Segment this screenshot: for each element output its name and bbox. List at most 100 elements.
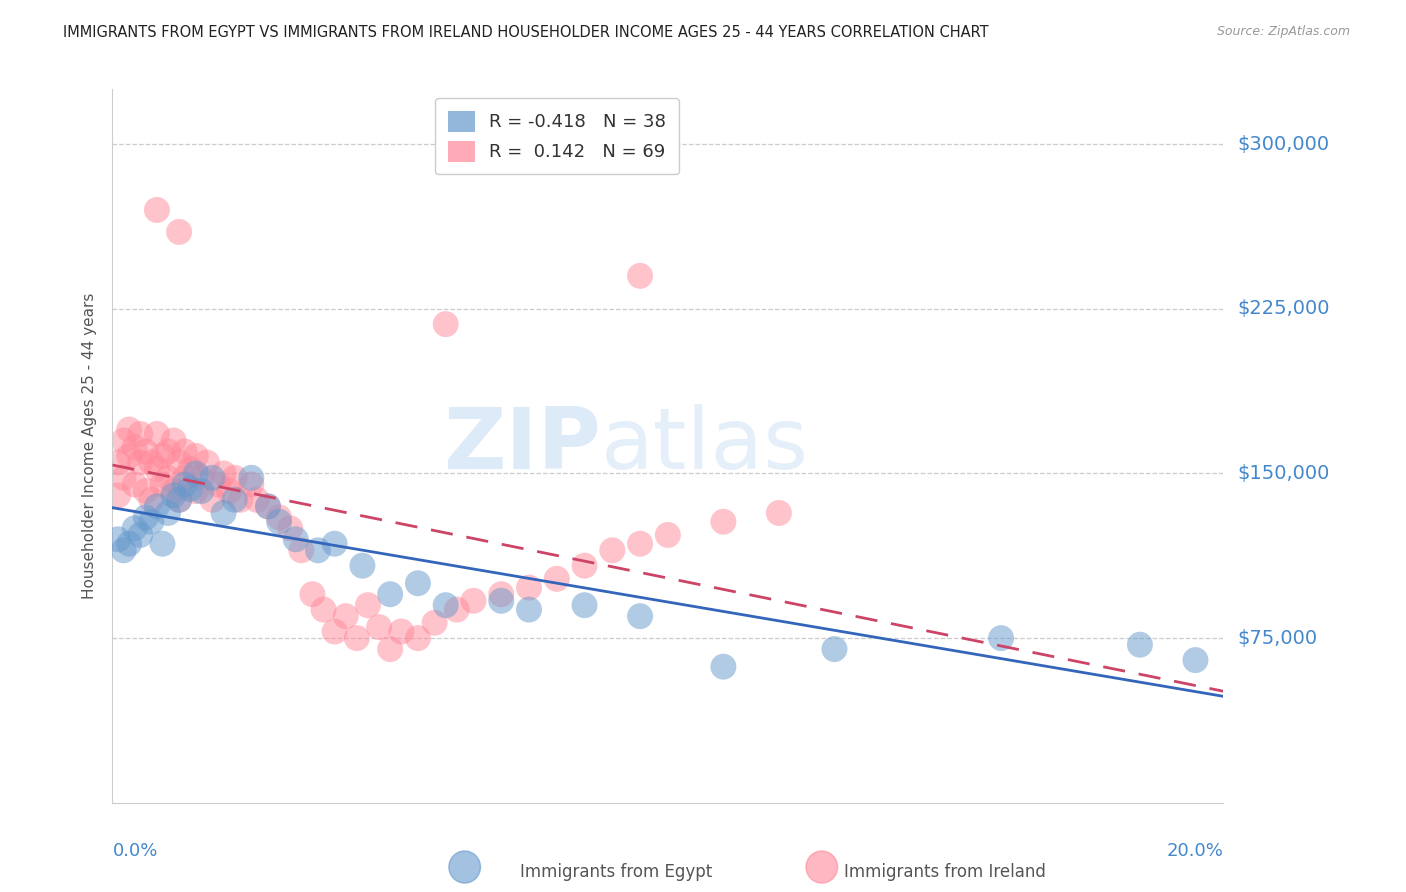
- Point: [352, 558, 374, 573]
- Point: [173, 477, 195, 491]
- Point: [323, 624, 346, 639]
- Point: [284, 533, 307, 547]
- Point: [491, 594, 513, 608]
- Point: [290, 543, 312, 558]
- Point: [129, 455, 152, 469]
- Point: [107, 455, 129, 469]
- Point: [517, 602, 540, 616]
- Point: [380, 587, 402, 601]
- Point: [346, 631, 368, 645]
- Point: [389, 624, 412, 639]
- Point: [628, 609, 651, 624]
- Circle shape: [806, 851, 838, 883]
- Point: [152, 449, 174, 463]
- Point: [167, 455, 190, 469]
- Point: [768, 506, 790, 520]
- Point: [146, 426, 169, 441]
- Text: $225,000: $225,000: [1237, 300, 1330, 318]
- Point: [628, 268, 651, 283]
- Point: [278, 521, 301, 535]
- Point: [141, 492, 163, 507]
- Point: [157, 471, 180, 485]
- Text: Immigrants from Egypt: Immigrants from Egypt: [520, 863, 713, 881]
- Point: [179, 462, 201, 476]
- Point: [240, 477, 263, 491]
- Y-axis label: Householder Income Ages 25 - 44 years: Householder Income Ages 25 - 44 years: [82, 293, 97, 599]
- Point: [1129, 638, 1152, 652]
- Point: [335, 609, 357, 624]
- Point: [146, 500, 169, 514]
- Point: [118, 537, 141, 551]
- Point: [824, 642, 846, 657]
- Point: [406, 631, 429, 645]
- Point: [167, 492, 190, 507]
- Point: [602, 543, 624, 558]
- Point: [141, 515, 163, 529]
- Point: [152, 477, 174, 491]
- Point: [112, 471, 135, 485]
- Point: [267, 515, 291, 529]
- Point: [152, 537, 174, 551]
- Point: [107, 488, 129, 502]
- Text: ZIP: ZIP: [443, 404, 602, 488]
- Point: [713, 659, 735, 673]
- Point: [257, 500, 280, 514]
- Point: [124, 477, 146, 491]
- Point: [146, 462, 169, 476]
- Point: [207, 477, 229, 491]
- Point: [323, 537, 346, 551]
- Point: [434, 598, 457, 612]
- Circle shape: [449, 851, 481, 883]
- Text: $300,000: $300,000: [1237, 135, 1329, 153]
- Point: [423, 615, 446, 630]
- Point: [118, 423, 141, 437]
- Point: [141, 455, 163, 469]
- Point: [162, 483, 184, 498]
- Point: [368, 620, 391, 634]
- Point: [124, 521, 146, 535]
- Point: [657, 528, 679, 542]
- Point: [301, 587, 323, 601]
- Point: [184, 467, 207, 481]
- Point: [491, 587, 513, 601]
- Point: [713, 515, 735, 529]
- Point: [124, 440, 146, 454]
- Point: [229, 492, 252, 507]
- Point: [107, 533, 129, 547]
- Point: [574, 558, 596, 573]
- Point: [307, 543, 329, 558]
- Point: [135, 444, 157, 458]
- Point: [129, 426, 152, 441]
- Point: [1184, 653, 1206, 667]
- Point: [990, 631, 1012, 645]
- Point: [212, 506, 235, 520]
- Point: [574, 598, 596, 612]
- Point: [246, 492, 269, 507]
- Point: [201, 471, 224, 485]
- Point: [129, 528, 152, 542]
- Point: [463, 594, 485, 608]
- Point: [190, 483, 212, 498]
- Point: [212, 467, 235, 481]
- Point: [406, 576, 429, 591]
- Point: [162, 434, 184, 448]
- Point: [173, 471, 195, 485]
- Point: [190, 471, 212, 485]
- Point: [167, 492, 190, 507]
- Point: [434, 317, 457, 331]
- Point: [167, 225, 190, 239]
- Point: [157, 444, 180, 458]
- Point: [257, 500, 280, 514]
- Point: [201, 492, 224, 507]
- Point: [446, 602, 468, 616]
- Point: [357, 598, 380, 612]
- Point: [173, 444, 195, 458]
- Legend: R = -0.418   N = 38, R =  0.142   N = 69: R = -0.418 N = 38, R = 0.142 N = 69: [434, 98, 679, 174]
- Point: [240, 471, 263, 485]
- Point: [162, 488, 184, 502]
- Point: [135, 483, 157, 498]
- Text: Immigrants from Ireland: Immigrants from Ireland: [844, 863, 1046, 881]
- Text: $75,000: $75,000: [1237, 629, 1317, 648]
- Point: [157, 506, 180, 520]
- Text: IMMIGRANTS FROM EGYPT VS IMMIGRANTS FROM IRELAND HOUSEHOLDER INCOME AGES 25 - 44: IMMIGRANTS FROM EGYPT VS IMMIGRANTS FROM…: [63, 25, 988, 40]
